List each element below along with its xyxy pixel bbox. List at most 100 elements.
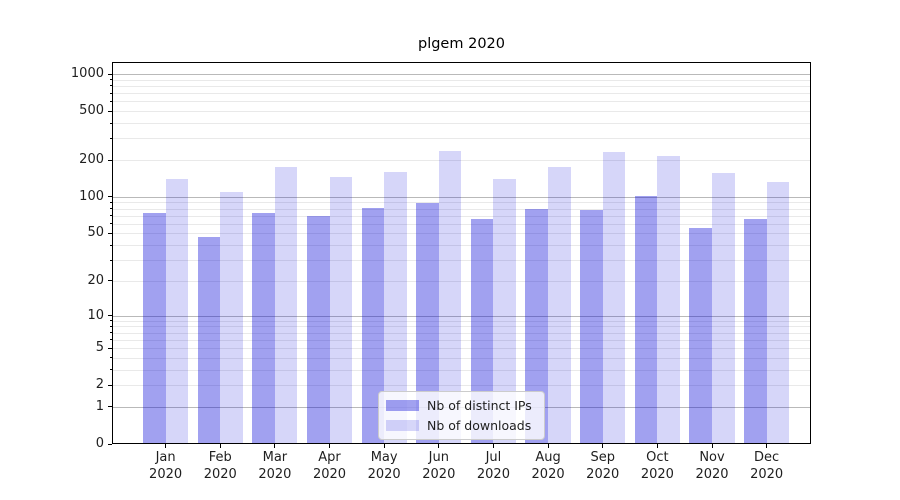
- bar-downloads-6: [493, 179, 517, 443]
- x-tick-mark: [329, 444, 331, 448]
- y-minor-tick-mark: [110, 100, 112, 102]
- legend-item-distinct-ips: Nb of distinct IPs: [386, 398, 536, 413]
- bar-ips-8: [580, 209, 603, 443]
- y-minor-tick-mark: [110, 339, 112, 341]
- x-tick-mark: [602, 444, 604, 448]
- y-tick-label: 1000: [70, 66, 104, 82]
- bar-downloads-0: [165, 179, 189, 443]
- legend-swatch-downloads: [386, 420, 419, 431]
- bar-downloads-8: [602, 151, 626, 443]
- x-tick-mark: [219, 444, 221, 448]
- minor-gridline: [113, 260, 810, 262]
- major-gridline: [113, 74, 810, 76]
- bar-downloads-4: [384, 171, 407, 443]
- x-tick-label: Feb 2020: [203, 450, 237, 482]
- y-minor-tick-mark: [110, 320, 112, 322]
- minor-gridline: [113, 123, 810, 125]
- bar-ips-5: [416, 202, 439, 443]
- y-tick-mark: [108, 406, 112, 408]
- x-tick-mark: [438, 444, 440, 448]
- bar-downloads-3: [329, 176, 353, 443]
- minor-gridline: [113, 85, 810, 87]
- y-minor-tick-mark: [110, 325, 112, 327]
- legend-label-downloads: Nb of downloads: [427, 418, 532, 433]
- major-gridline: [113, 196, 810, 198]
- bar-ips-7: [525, 209, 549, 443]
- y-minor-tick-mark: [110, 122, 112, 124]
- x-tick-mark: [165, 444, 167, 448]
- x-tick-mark: [547, 444, 549, 448]
- x-tick-label: Nov 2020: [695, 450, 729, 482]
- bar-downloads-7: [548, 167, 571, 443]
- x-tick-label: Mar 2020: [258, 450, 292, 482]
- y-tick-label: 5: [95, 340, 104, 356]
- bar-ips-6: [470, 219, 494, 443]
- minor-gridline: [113, 138, 810, 140]
- bar-downloads-10: [712, 172, 735, 443]
- minor-gridline: [113, 111, 810, 113]
- minor-gridline: [113, 215, 810, 217]
- y-minor-tick-mark: [110, 223, 112, 225]
- minor-gridline: [113, 369, 810, 371]
- x-tick-label: Oct 2020: [640, 450, 674, 482]
- y-minor-tick-mark: [110, 347, 112, 349]
- y-minor-tick-mark: [110, 92, 112, 94]
- minor-gridline: [113, 160, 810, 162]
- minor-gridline: [113, 202, 810, 204]
- y-tick-mark: [108, 196, 112, 198]
- x-tick-label: Jan 2020: [149, 450, 183, 482]
- y-minor-tick-mark: [110, 208, 112, 210]
- bar-ips-9: [634, 195, 658, 443]
- y-minor-tick-mark: [110, 332, 112, 334]
- x-tick-mark: [656, 444, 658, 448]
- y-tick-label: 50: [87, 225, 104, 241]
- x-tick-label: Jul 2020: [476, 450, 510, 482]
- bar-ips-3: [306, 216, 330, 443]
- y-minor-tick-mark: [110, 85, 112, 87]
- y-tick-label: 20: [87, 272, 104, 288]
- minor-gridline: [113, 385, 810, 387]
- x-tick-mark: [492, 444, 494, 448]
- y-tick-label: 10: [87, 307, 104, 323]
- bar-ips-0: [143, 213, 166, 443]
- minor-gridline: [113, 223, 810, 225]
- minor-gridline: [113, 245, 810, 247]
- minor-gridline: [113, 93, 810, 95]
- bar-ips-2: [252, 212, 275, 443]
- y-tick-label: 2: [95, 377, 104, 393]
- bar-downloads-1: [220, 192, 243, 443]
- x-tick-label: Aug 2020: [531, 450, 565, 482]
- minor-gridline: [113, 208, 810, 210]
- x-tick-label: Sep 2020: [586, 450, 620, 482]
- minor-gridline: [113, 332, 810, 334]
- legend-swatch-distinct-ips: [386, 400, 419, 411]
- minor-gridline: [113, 280, 810, 282]
- y-minor-tick-mark: [110, 244, 112, 246]
- x-tick-mark: [711, 444, 713, 448]
- bar-ips-1: [197, 236, 221, 443]
- y-tick-label: 500: [79, 103, 104, 119]
- y-minor-tick-mark: [110, 259, 112, 261]
- y-tick-label: 1: [95, 398, 104, 414]
- y-minor-tick-mark: [110, 215, 112, 217]
- y-tick-label: 100: [79, 188, 104, 204]
- y-minor-tick-mark: [110, 369, 112, 371]
- legend: Nb of distinct IPs Nb of downloads: [378, 391, 545, 440]
- chart-title: plgem 2020: [418, 36, 505, 52]
- legend-label-distinct-ips: Nb of distinct IPs: [427, 398, 532, 413]
- y-tick-mark: [108, 443, 112, 445]
- minor-gridline: [113, 320, 810, 322]
- x-tick-label: Dec 2020: [750, 450, 784, 482]
- minor-gridline: [113, 79, 810, 81]
- minor-gridline: [113, 339, 810, 341]
- bar-ips-11: [744, 218, 767, 443]
- plot-area: [112, 62, 811, 444]
- legend-item-downloads: Nb of downloads: [386, 418, 536, 433]
- minor-gridline: [113, 101, 810, 103]
- minor-gridline: [113, 348, 810, 350]
- y-minor-tick-mark: [110, 280, 112, 282]
- x-tick-mark: [383, 444, 385, 448]
- y-minor-tick-mark: [110, 137, 112, 139]
- y-minor-tick-mark: [110, 384, 112, 386]
